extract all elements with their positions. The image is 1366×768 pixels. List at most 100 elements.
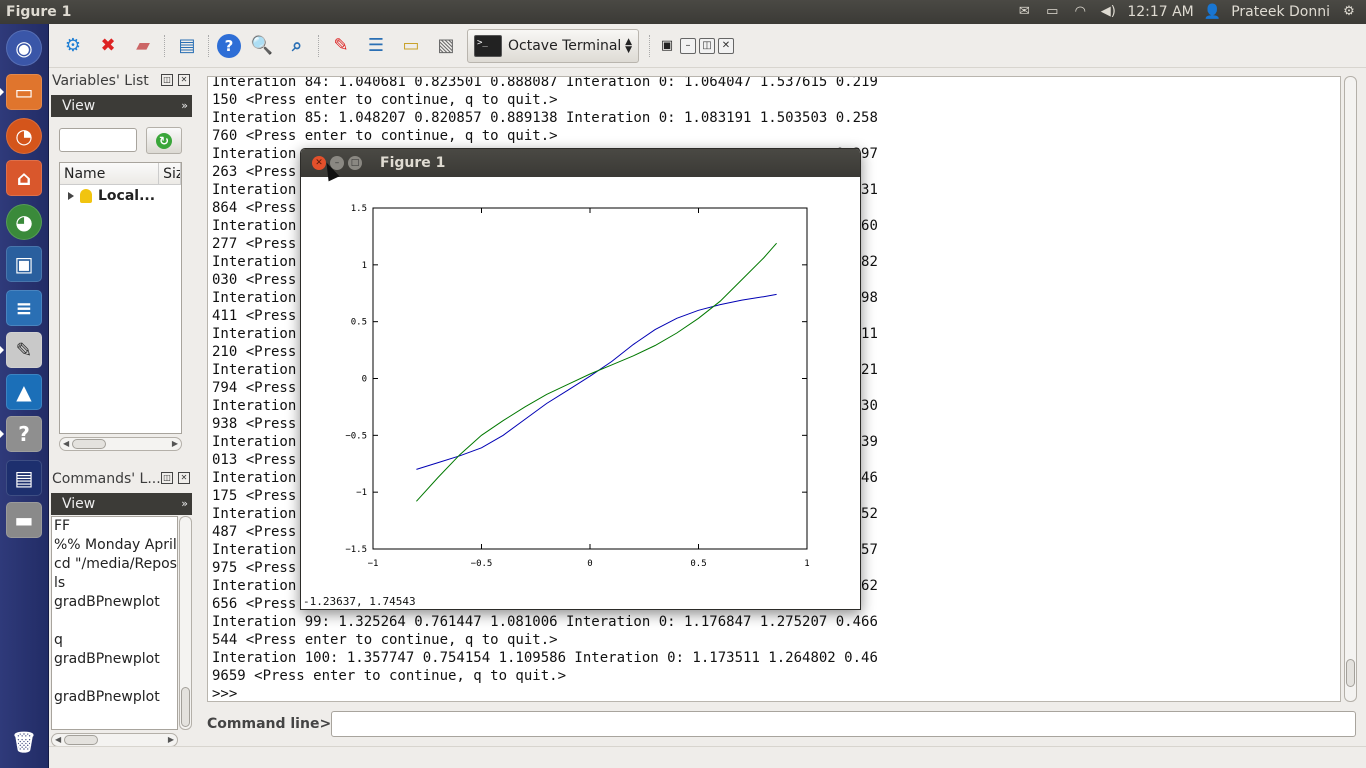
wifi-icon[interactable]: ◠: [1074, 4, 1086, 19]
scroll-left-icon[interactable]: ◀: [55, 735, 62, 744]
drive-icon[interactable]: ▬: [6, 502, 42, 538]
trash-icon[interactable]: 🗑: [11, 730, 37, 754]
clock[interactable]: 12:17 AM: [1127, 4, 1194, 20]
search-help-icon[interactable]: 🔍: [250, 35, 274, 56]
close-terminal-button[interactable]: ✕: [718, 37, 734, 54]
minimize-button[interactable]: –: [680, 37, 696, 54]
software-center-icon[interactable]: ⌂: [6, 160, 42, 196]
files-icon[interactable]: ▭: [6, 74, 42, 110]
column-header-name[interactable]: Name: [60, 163, 160, 184]
terminal-line: 030 <Press: [212, 272, 297, 288]
pencil-icon[interactable]: ✎: [333, 35, 349, 56]
view-label: View: [62, 496, 96, 512]
command-line-input[interactable]: [331, 711, 1356, 737]
list-item[interactable]: FF: [54, 518, 71, 534]
writer-icon[interactable]: ≡: [6, 290, 42, 326]
list-item[interactable]: [54, 612, 177, 631]
settings-icon[interactable]: ⚙: [64, 35, 82, 56]
virtualbox-icon[interactable]: ▣: [6, 246, 42, 282]
chevron-right-icon: »: [181, 99, 188, 112]
user-name[interactable]: Prateek Donni: [1231, 4, 1330, 20]
commands-list[interactable]: FF %% Monday April cd "/media/Reposi ls …: [51, 516, 178, 730]
coordinate-readout: -1.23637, 1.74543: [303, 595, 416, 608]
list-item[interactable]: gradBPnewplot: [54, 594, 160, 610]
minimize-icon[interactable]: –: [330, 156, 344, 170]
list-item[interactable]: ls: [54, 575, 66, 591]
expand-arrow-icon[interactable]: [68, 192, 74, 200]
monitor-icon[interactable]: ▣: [660, 38, 674, 53]
commands-vertical-scrollbar[interactable]: [179, 516, 192, 730]
float-icon[interactable]: ◫: [161, 472, 173, 484]
close-icon[interactable]: ✕: [312, 156, 326, 170]
scroll-thumb[interactable]: [64, 735, 98, 745]
series-line-1: [416, 293, 777, 470]
battery-icon[interactable]: ▭: [1046, 4, 1059, 19]
terminal-vertical-scrollbar[interactable]: [1344, 76, 1357, 702]
commands-view-menu[interactable]: View »: [51, 493, 192, 515]
float-icon[interactable]: ◫: [161, 74, 173, 86]
scroll-left-icon[interactable]: ◀: [63, 439, 70, 448]
close-icon[interactable]: ✖: [100, 35, 116, 56]
status-bar: [49, 746, 1366, 768]
close-icon[interactable]: ✕: [178, 74, 190, 86]
list-item[interactable]: cd "/media/Reposi: [54, 556, 177, 572]
scroll-thumb[interactable]: [181, 687, 190, 727]
close-icon[interactable]: ✕: [178, 472, 190, 484]
workspace-icon[interactable]: ▤: [6, 460, 42, 496]
search-icon[interactable]: ⌕: [291, 35, 303, 56]
chevron-right-icon: »: [181, 497, 188, 510]
list-item[interactable]: [54, 669, 177, 688]
x-tick-label: 0.5: [690, 559, 706, 569]
terminal-line: 263 <Press: [212, 164, 297, 180]
variables-tree[interactable]: Name Siz Local...: [59, 162, 182, 434]
variables-view-menu[interactable]: View »: [51, 95, 192, 117]
scroll-thumb[interactable]: [72, 439, 106, 449]
variables-search-input[interactable]: [59, 128, 137, 152]
help-icon[interactable]: ?: [217, 33, 241, 58]
list-item[interactable]: gradBPnewplot: [54, 651, 160, 667]
terminal-selector[interactable]: >_ Octave Terminal ▲ ▼: [467, 28, 639, 63]
terminal-line: 150 <Press enter to continue, q to quit.…: [212, 92, 558, 108]
matlab-icon[interactable]: ▲: [6, 374, 42, 410]
scroll-right-icon[interactable]: ▶: [167, 735, 174, 744]
restore-button[interactable]: ◫: [699, 37, 715, 54]
terminal-line: Interation 84: 1.040681 0.823501 0.88808…: [212, 76, 878, 90]
terminal-line: 760 <Press enter to continue, q to quit.…: [212, 128, 558, 144]
list-item[interactable]: q: [54, 632, 63, 648]
maximize-icon[interactable]: □: [348, 156, 362, 170]
plot-canvas[interactable]: −1 −0.5 0 0.5 1−1.5−1−0.500.511.5: [301, 177, 860, 583]
text-editor-icon[interactable]: ✎: [6, 332, 42, 368]
editor-icon[interactable]: ▤: [178, 35, 196, 56]
figure-window[interactable]: ✕ – □ Figure 1 −1 −0.5 0 0.5 1 −1.5 −1 −0.5 0 0.5…: [300, 148, 861, 610]
dash-icon[interactable]: ◉: [6, 30, 42, 66]
terminal-line: 656 <Press: [212, 596, 297, 612]
refresh-button[interactable]: ↻: [146, 127, 182, 154]
chrome-icon[interactable]: ◕: [6, 204, 42, 240]
figure-titlebar[interactable]: ✕ – □ Figure 1: [301, 149, 860, 177]
variables-horizontal-scrollbar[interactable]: ◀ ▶: [59, 437, 182, 451]
gear-icon[interactable]: ⚙: [1343, 4, 1355, 19]
top-panel: Figure 1 ✉ ▭ ◠ ◀) 12:17 AM 👤 Prateek Don…: [0, 0, 1366, 24]
toolbar-separator: [164, 34, 166, 57]
folder-icon[interactable]: ▭: [402, 35, 420, 56]
list-item[interactable]: %% Monday April: [54, 537, 177, 553]
list-icon[interactable]: ☰: [367, 35, 385, 56]
y-tick-label: 1: [362, 261, 367, 271]
tree-row[interactable]: Local...: [60, 185, 181, 207]
list-item[interactable]: gradBPnewplot: [54, 689, 160, 705]
firefox-icon[interactable]: ◔: [6, 118, 42, 154]
column-header-size[interactable]: Siz: [159, 163, 181, 184]
terminal-line: 864 <Press: [212, 200, 297, 216]
terminal-line: 794 <Press: [212, 380, 297, 396]
user-icon[interactable]: 👤: [1203, 4, 1222, 20]
running-indicator: [0, 88, 4, 96]
commands-horizontal-scrollbar[interactable]: ◀ ▶: [51, 733, 178, 747]
eraser-icon[interactable]: ▰: [136, 35, 150, 56]
scroll-thumb[interactable]: [1346, 659, 1355, 687]
mail-icon[interactable]: ✉: [1018, 4, 1030, 19]
scroll-right-icon[interactable]: ▶: [171, 439, 178, 448]
volume-icon[interactable]: ◀): [1100, 4, 1116, 19]
document-icon[interactable]: ▧: [437, 35, 455, 56]
help-icon[interactable]: ?: [6, 416, 42, 452]
running-indicator: [0, 430, 4, 438]
